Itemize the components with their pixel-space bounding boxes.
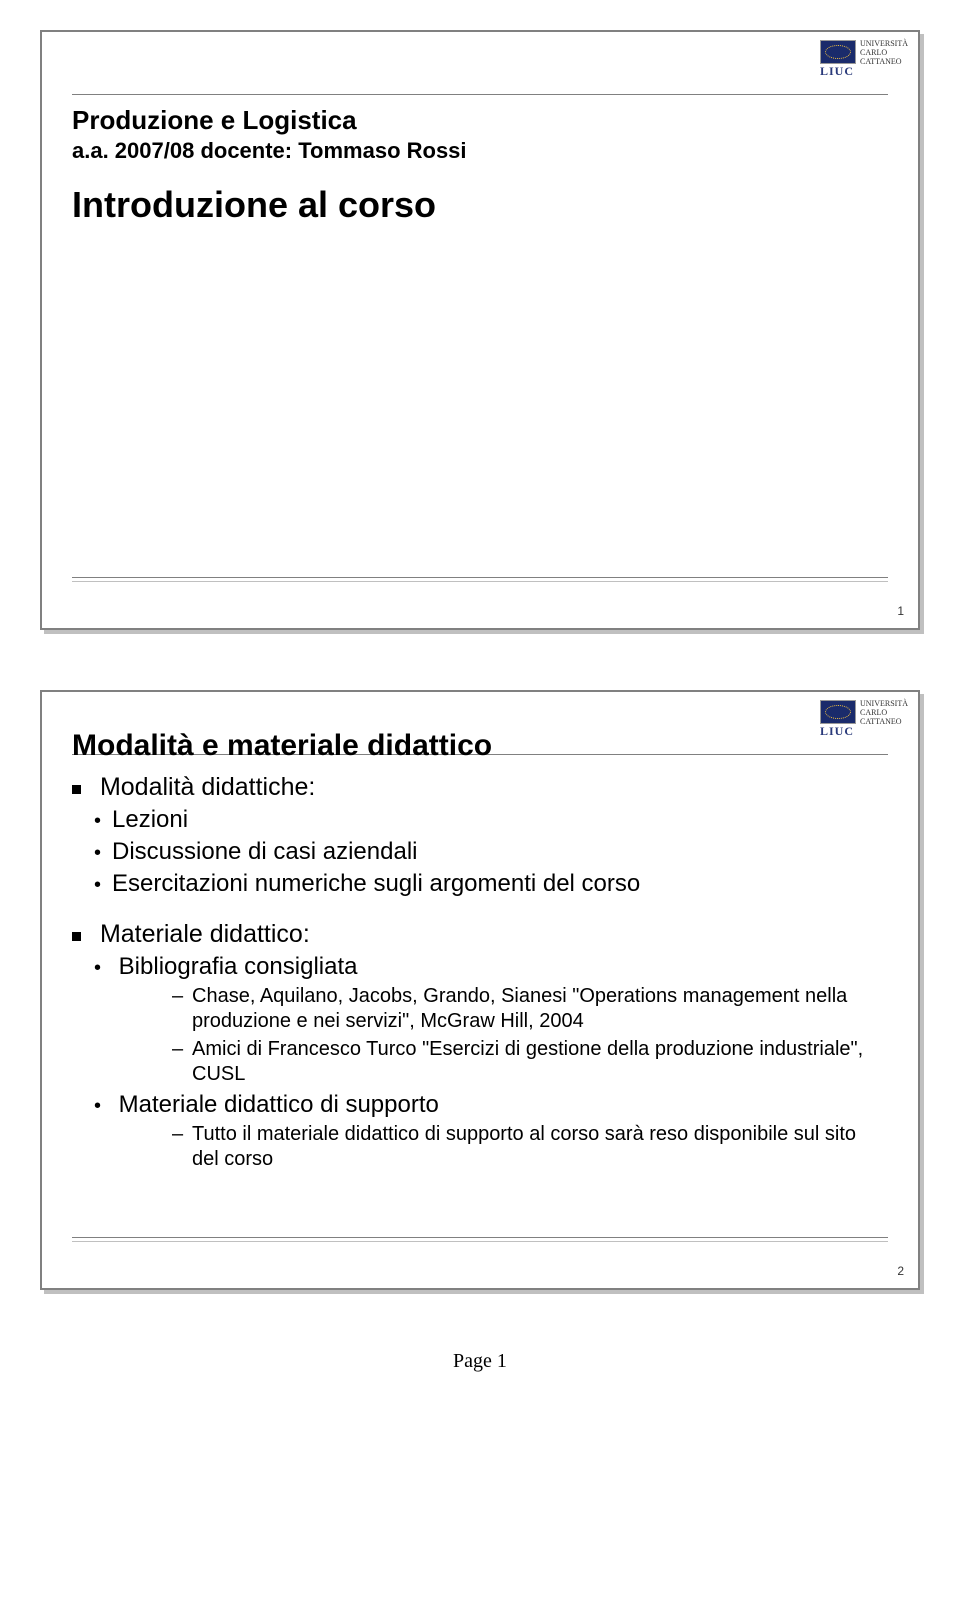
course-sub: a.a. 2007/08 docente: Tommaso Rossi <box>72 138 888 164</box>
slide2-title: Modalità e materiale didattico <box>72 729 888 763</box>
footer-rule-1 <box>72 577 888 578</box>
logo-liuc: LIUC <box>820 724 856 739</box>
slide2-list: Modalità didattiche: Lezioni Discussione… <box>72 773 888 1172</box>
logo-line-3: CATTANEO <box>860 718 908 727</box>
sec2-item1-subitems: Chase, Aquilano, Jacobs, Grando, Sianesi… <box>112 984 888 1087</box>
slide1-number: 1 <box>897 604 904 618</box>
footer-rule-2 <box>72 581 888 582</box>
university-logo: LIUC UNIVERSITÀ CARLO CATTANEO <box>820 40 908 79</box>
slide-1: LIUC UNIVERSITÀ CARLO CATTANEO Produzion… <box>40 30 920 630</box>
slide1-title: Introduzione al corso <box>72 184 888 226</box>
logo-university-text: UNIVERSITÀ CARLO CATTANEO <box>860 700 908 726</box>
page-footer: Page 1 <box>0 1350 960 1373</box>
course-name: Produzione e Logistica <box>72 105 888 136</box>
logo-liuc: LIUC <box>820 64 856 79</box>
sec1-items: Lezioni Discussione di casi aziendali Es… <box>72 806 888 898</box>
footer-rule-1 <box>72 1237 888 1238</box>
list-item: Discussione di casi aziendali <box>112 838 888 866</box>
footer-rule-2 <box>72 1241 888 1242</box>
sec2-heading-text: Materiale didattico: <box>100 920 310 948</box>
university-logo: LIUC UNIVERSITÀ CARLO CATTANEO <box>820 700 908 739</box>
sec2-item1-text: Bibliografia consigliata <box>119 953 358 980</box>
slide2-number: 2 <box>897 1264 904 1278</box>
sub-item: Amici di Francesco Turco "Esercizi di ge… <box>192 1037 888 1087</box>
list-item: Bibliografia consigliata Chase, Aquilano… <box>112 953 888 1087</box>
logo-university-text: UNIVERSITÀ CARLO CATTANEO <box>860 40 908 66</box>
header-rule <box>72 94 888 95</box>
eu-flag-icon <box>820 700 856 724</box>
section-heading: Modalità didattiche: Lezioni Discussione… <box>72 773 888 898</box>
logo-line-3: CATTANEO <box>860 58 908 67</box>
sec1-heading-text: Modalità didattiche: <box>100 773 315 801</box>
section-heading: Materiale didattico: Bibliografia consig… <box>72 920 888 1172</box>
eu-flag-icon <box>820 40 856 64</box>
list-item: Lezioni <box>112 806 888 834</box>
sub-item: Tutto il materiale didattico di supporto… <box>192 1122 888 1172</box>
list-item: Materiale didattico di supporto Tutto il… <box>112 1091 888 1172</box>
sec2-items: Bibliografia consigliata Chase, Aquilano… <box>72 953 888 1172</box>
sec2-item2-subitems: Tutto il materiale didattico di supporto… <box>112 1122 888 1172</box>
sub-item: Chase, Aquilano, Jacobs, Grando, Sianesi… <box>192 984 888 1034</box>
slide-2: LIUC UNIVERSITÀ CARLO CATTANEO Modalità … <box>40 690 920 1290</box>
list-item: Esercitazioni numeriche sugli argomenti … <box>112 870 888 898</box>
sec2-item2-text: Materiale didattico di supporto <box>119 1091 439 1118</box>
slide1-header: Produzione e Logistica a.a. 2007/08 doce… <box>72 105 888 164</box>
